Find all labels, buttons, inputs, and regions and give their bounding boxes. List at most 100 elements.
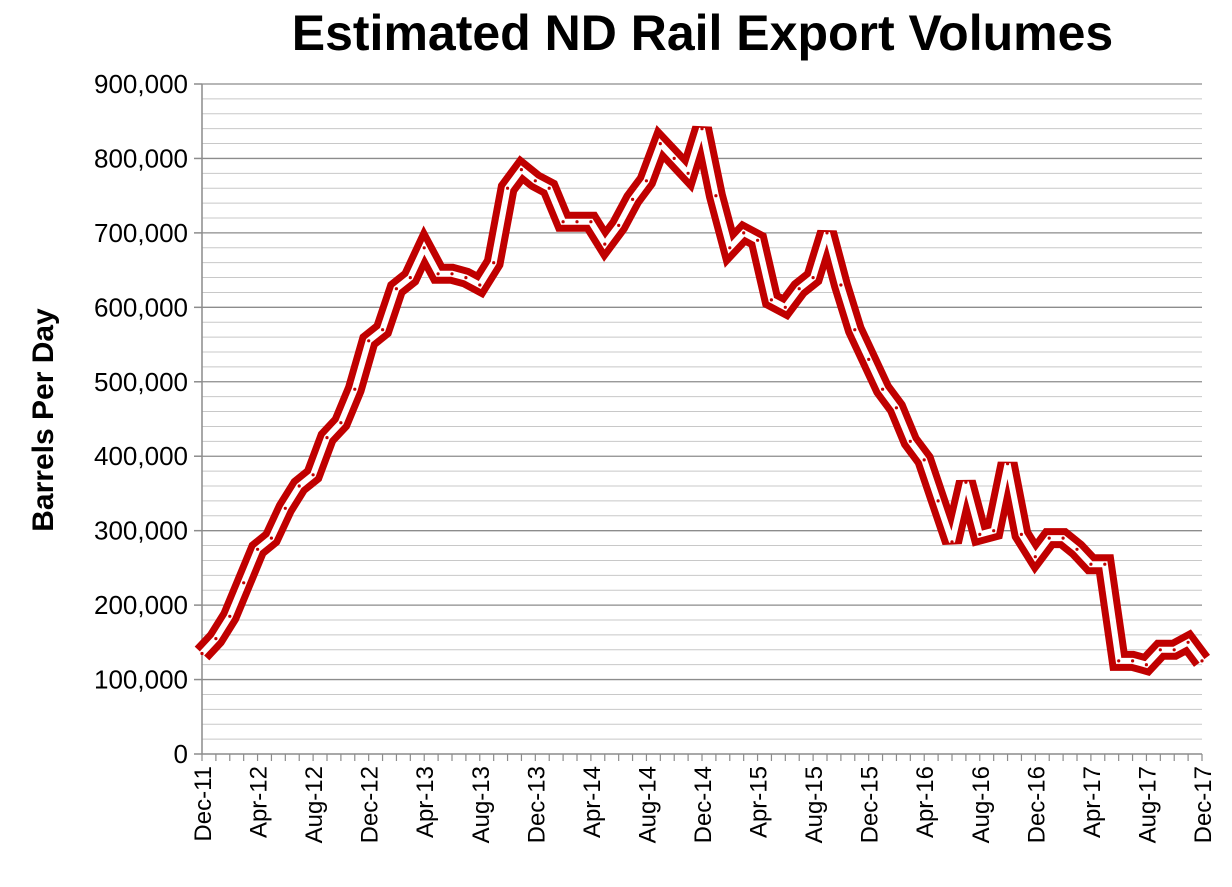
- y-tick-label: 900,000: [94, 69, 188, 99]
- data-point: [561, 220, 565, 224]
- data-point: [381, 328, 385, 332]
- data-point: [631, 197, 635, 201]
- x-tick-label: Dec-13: [523, 766, 550, 843]
- data-point: [922, 458, 926, 462]
- data-point: [269, 536, 273, 540]
- data-point: [297, 484, 301, 488]
- data-point: [519, 168, 524, 172]
- data-point: [797, 287, 801, 291]
- data-point: [1061, 536, 1065, 540]
- data-point: [1033, 555, 1037, 559]
- x-tick-labels: Dec-11 Apr-12 Aug-12 Dec-12 Apr-13 Aug-13 Dec-…: [190, 766, 1217, 843]
- data-point: [214, 637, 218, 641]
- x-tick-label: Aug-13: [468, 766, 495, 843]
- x-tick-label: Aug-17: [1134, 766, 1161, 843]
- y-tick-label: 200,000: [94, 590, 188, 620]
- data-point: [658, 142, 662, 146]
- data-point: [867, 357, 871, 361]
- x-tick-label: Dec-14: [690, 766, 717, 843]
- data-point: [242, 581, 246, 585]
- y-tick-label: 500,000: [94, 367, 188, 397]
- data-point: [978, 532, 982, 537]
- data-point: [936, 499, 940, 503]
- x-tick-label: Apr-16: [912, 766, 939, 838]
- data-point: [325, 436, 329, 440]
- y-tick-label: 600,000: [94, 292, 188, 322]
- data-point: [478, 283, 482, 287]
- data-point: [589, 220, 593, 224]
- y-tick-label: 400,000: [94, 441, 188, 471]
- data-point: [1089, 562, 1093, 566]
- data-point: [644, 179, 649, 183]
- x-tick-label: Apr-12: [246, 766, 273, 838]
- x-tick-label: Dec-15: [857, 766, 884, 843]
- data-point: [1019, 532, 1024, 537]
- data-point: [256, 547, 260, 551]
- data-point: [200, 651, 204, 656]
- data-point: [339, 421, 343, 425]
- x-tick-label: Apr-13: [412, 766, 439, 838]
- data-point: [769, 298, 774, 302]
- y-tick-label: 300,000: [94, 516, 188, 546]
- data-point: [450, 272, 454, 276]
- data-point: [464, 276, 468, 280]
- data-point: [964, 480, 968, 484]
- data-point: [783, 305, 787, 309]
- x-tick-label: Dec-12: [357, 766, 384, 843]
- y-tick-labels: 0 100,000 200,000 300,000 400,000 500,000 600,…: [94, 69, 188, 769]
- data-point: [575, 220, 579, 224]
- data-point: [672, 156, 676, 160]
- x-tick-label: Aug-14: [634, 766, 661, 843]
- data-point: [700, 127, 704, 131]
- data-point: [825, 231, 829, 235]
- data-point: [492, 261, 496, 265]
- data-point: [1144, 663, 1148, 667]
- data-point: [1117, 659, 1121, 663]
- y-tick-label: 0: [174, 739, 188, 769]
- data-point: [714, 194, 718, 198]
- data-point: [853, 328, 857, 332]
- series-line: [194, 125, 1211, 676]
- x-tick-label: Aug-12: [301, 766, 328, 843]
- data-point: [728, 246, 732, 250]
- x-tick-label: Dec-17: [1190, 766, 1217, 843]
- data-point: [1131, 659, 1135, 663]
- data-point: [506, 186, 510, 190]
- x-tick-label: Dec-16: [1023, 766, 1050, 843]
- data-point: [436, 272, 440, 276]
- data-point: [1200, 659, 1204, 663]
- data-point: [533, 179, 537, 183]
- data-point: [617, 223, 621, 227]
- data-point: [894, 406, 899, 410]
- x-tick-label: Aug-15: [801, 766, 828, 843]
- data-point: [908, 439, 912, 443]
- data-point: [1006, 462, 1010, 466]
- x-tick-label: Apr-15: [746, 766, 773, 838]
- data-point: [881, 387, 885, 391]
- data-point: [756, 238, 760, 242]
- data-point: [603, 242, 607, 246]
- data-point: [839, 283, 843, 287]
- data-point: [1158, 648, 1162, 652]
- x-tick-label: Apr-14: [579, 766, 606, 838]
- x-tick-label: Dec-11: [190, 766, 217, 842]
- data-point: [1186, 640, 1190, 644]
- y-tick-label: 100,000: [94, 665, 188, 695]
- data-point: [992, 529, 996, 533]
- data-point: [353, 387, 357, 391]
- data-point: [408, 276, 412, 280]
- data-point: [742, 231, 746, 235]
- axes: [201, 84, 1203, 761]
- data-point: [1103, 562, 1107, 566]
- data-point: [422, 246, 426, 250]
- data-point: [311, 473, 315, 477]
- data-point: [1172, 648, 1176, 652]
- data-point: [367, 339, 371, 343]
- data-point: [283, 506, 287, 510]
- data-point: [394, 287, 398, 291]
- data-point: [686, 171, 690, 175]
- data-point: [811, 276, 815, 280]
- x-tick-label: Aug-16: [968, 766, 995, 843]
- data-point: [950, 540, 954, 544]
